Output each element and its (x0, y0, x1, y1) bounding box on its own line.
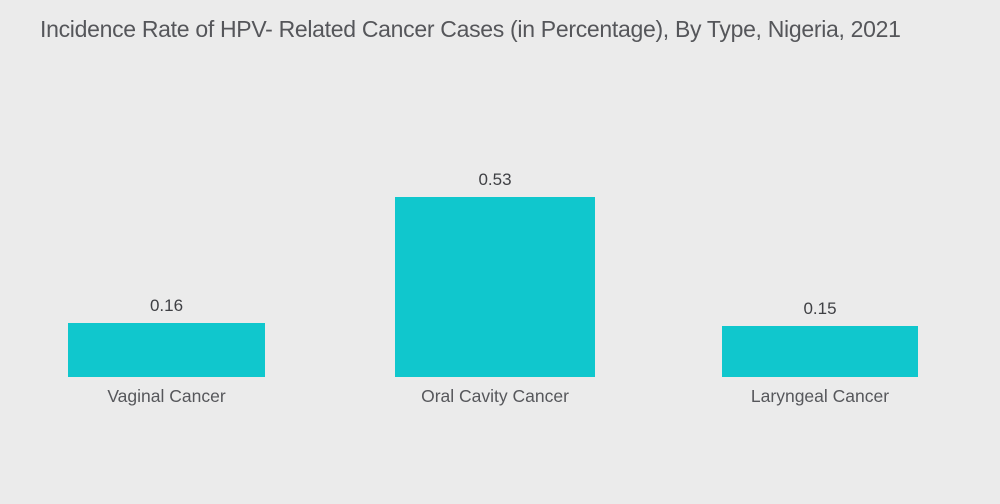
bar-group-laryngeal-cancer: 0.15 (722, 300, 918, 377)
bar-laryngeal-cancer (722, 326, 918, 377)
bar-vaginal-cancer (68, 322, 265, 377)
bar-group-oral-cavity-cancer: 0.53 (395, 171, 595, 377)
chart-title: Incidence Rate of HPV- Related Cancer Ca… (40, 16, 901, 42)
category-label-vaginal-cancer: Vaginal Cancer (107, 386, 226, 406)
category-label-oral-cavity-cancer: Oral Cavity Cancer (421, 386, 569, 406)
value-label-laryngeal-cancer: 0.15 (803, 299, 837, 319)
bar-oral-cavity-cancer (395, 197, 595, 377)
value-label-vaginal-cancer: 0.16 (149, 295, 184, 315)
value-label-oral-cavity-cancer: 0.53 (478, 170, 512, 189)
category-label-laryngeal-cancer: Laryngeal Cancer (750, 386, 890, 406)
bar-group-vaginal-cancer: 0.16 (68, 297, 265, 377)
